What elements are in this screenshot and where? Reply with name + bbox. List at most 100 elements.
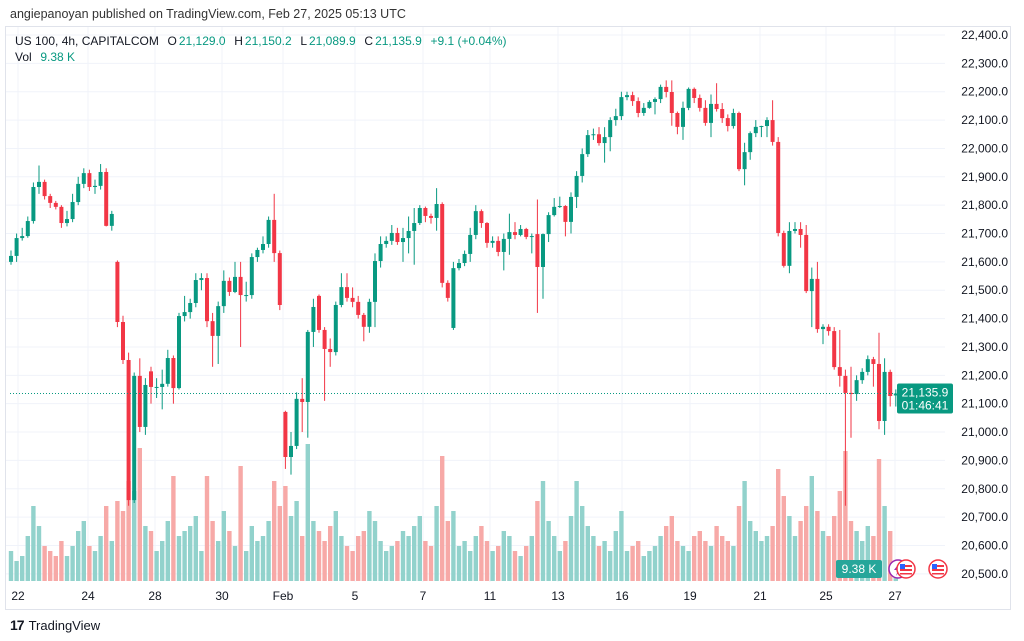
candle-body xyxy=(725,118,730,127)
candle xyxy=(81,168,86,189)
candle-body xyxy=(462,253,467,264)
candle-body xyxy=(865,359,870,372)
candle-body xyxy=(238,276,243,296)
time-tick-label: 13 xyxy=(551,589,565,603)
candle xyxy=(496,236,501,257)
volume-bar xyxy=(132,491,137,581)
candle-body xyxy=(244,295,249,297)
candle-body xyxy=(625,95,629,98)
volume-bar xyxy=(456,546,462,581)
time-tick-label: 22 xyxy=(11,589,25,603)
time-axis: 22 24 28 30 Feb 5 7 11 13 16 19 21 25 27 xyxy=(11,589,902,603)
time-tick-label: 28 xyxy=(148,589,162,603)
volume-bar xyxy=(585,526,590,581)
price-tick-label: 21,900.0 xyxy=(961,170,1008,184)
candle-body xyxy=(277,253,282,305)
candle-body xyxy=(193,280,198,304)
volume-bar xyxy=(372,521,378,581)
candle-body xyxy=(574,175,579,197)
symbol-info: US 100, 4h, CAPITALCOM xyxy=(15,34,159,48)
candle-body xyxy=(692,88,697,98)
candle-body xyxy=(804,234,809,292)
volume-bar xyxy=(255,541,260,581)
candle-body xyxy=(294,398,299,446)
volume-bar xyxy=(378,541,383,581)
candle-body xyxy=(871,359,876,364)
candle xyxy=(165,349,170,387)
volume-bar xyxy=(227,531,232,581)
candle xyxy=(490,236,495,248)
candle-body xyxy=(541,234,545,267)
candle-body xyxy=(602,137,607,144)
candle xyxy=(216,301,221,364)
volume-bar xyxy=(781,496,786,581)
volume-bar xyxy=(434,506,439,581)
volume-bar xyxy=(876,459,882,581)
volume-bar xyxy=(748,521,753,581)
volume-bar xyxy=(641,556,646,581)
candle xyxy=(630,91,635,106)
volume-bar xyxy=(115,501,120,581)
volume-bar xyxy=(686,551,691,581)
candle xyxy=(70,193,75,223)
candle-body xyxy=(798,228,803,235)
volume-bar xyxy=(776,469,781,581)
candle xyxy=(311,298,316,347)
candle xyxy=(597,127,601,146)
price-tick-label: 21,300.0 xyxy=(961,340,1008,354)
volume-bar xyxy=(328,526,333,581)
candle xyxy=(513,222,517,240)
candle-body xyxy=(501,238,506,252)
high-value: 21,150.2 xyxy=(244,34,292,48)
candle xyxy=(261,236,265,254)
volume-bar xyxy=(680,546,686,581)
candle-body xyxy=(345,287,349,298)
volume-bar xyxy=(412,526,417,581)
candle xyxy=(59,205,64,228)
volume-bar xyxy=(81,521,86,581)
candle xyxy=(154,378,159,399)
candle-body xyxy=(776,141,781,233)
candle xyxy=(121,315,125,364)
volume-bar xyxy=(602,541,607,581)
price-tick-label: 22,100.0 xyxy=(961,113,1008,127)
volume-bar xyxy=(204,476,210,581)
price-tick-label: 21,200.0 xyxy=(961,368,1008,382)
candle xyxy=(328,338,333,367)
price-tick-label: 21,400.0 xyxy=(961,312,1008,326)
candle-body xyxy=(283,411,288,457)
candle xyxy=(412,207,417,265)
candle xyxy=(781,230,786,268)
volume-bar xyxy=(608,551,613,581)
volume-value: 9.38 K xyxy=(40,50,76,64)
candle-body xyxy=(518,228,523,235)
volume-bar xyxy=(165,521,170,581)
time-tick-label: 27 xyxy=(888,589,902,603)
candle xyxy=(709,94,713,138)
candle xyxy=(563,205,568,237)
candle-body xyxy=(53,202,58,207)
volume-bar xyxy=(501,531,506,581)
candle-body xyxy=(709,103,713,123)
candle xyxy=(76,176,81,206)
volume-bar xyxy=(350,551,355,581)
volume-bar xyxy=(445,521,450,581)
us-flag-event-icon[interactable] xyxy=(896,559,916,579)
volume-bar xyxy=(148,531,154,581)
candle-body xyxy=(160,383,165,387)
volume-bar xyxy=(770,526,775,581)
us-flag-event-icon[interactable] xyxy=(928,559,948,579)
volume-bar xyxy=(736,506,742,581)
candle-body xyxy=(322,329,327,349)
candle-body xyxy=(485,223,489,243)
candle-body xyxy=(552,206,557,216)
candle-body xyxy=(535,234,540,267)
candle xyxy=(529,233,534,254)
volume-bar xyxy=(316,531,322,581)
candle-body xyxy=(759,126,764,128)
candle xyxy=(149,366,153,404)
volume-bar xyxy=(367,511,372,581)
candle-body xyxy=(893,393,898,396)
time-tick-label: Feb xyxy=(273,589,294,603)
